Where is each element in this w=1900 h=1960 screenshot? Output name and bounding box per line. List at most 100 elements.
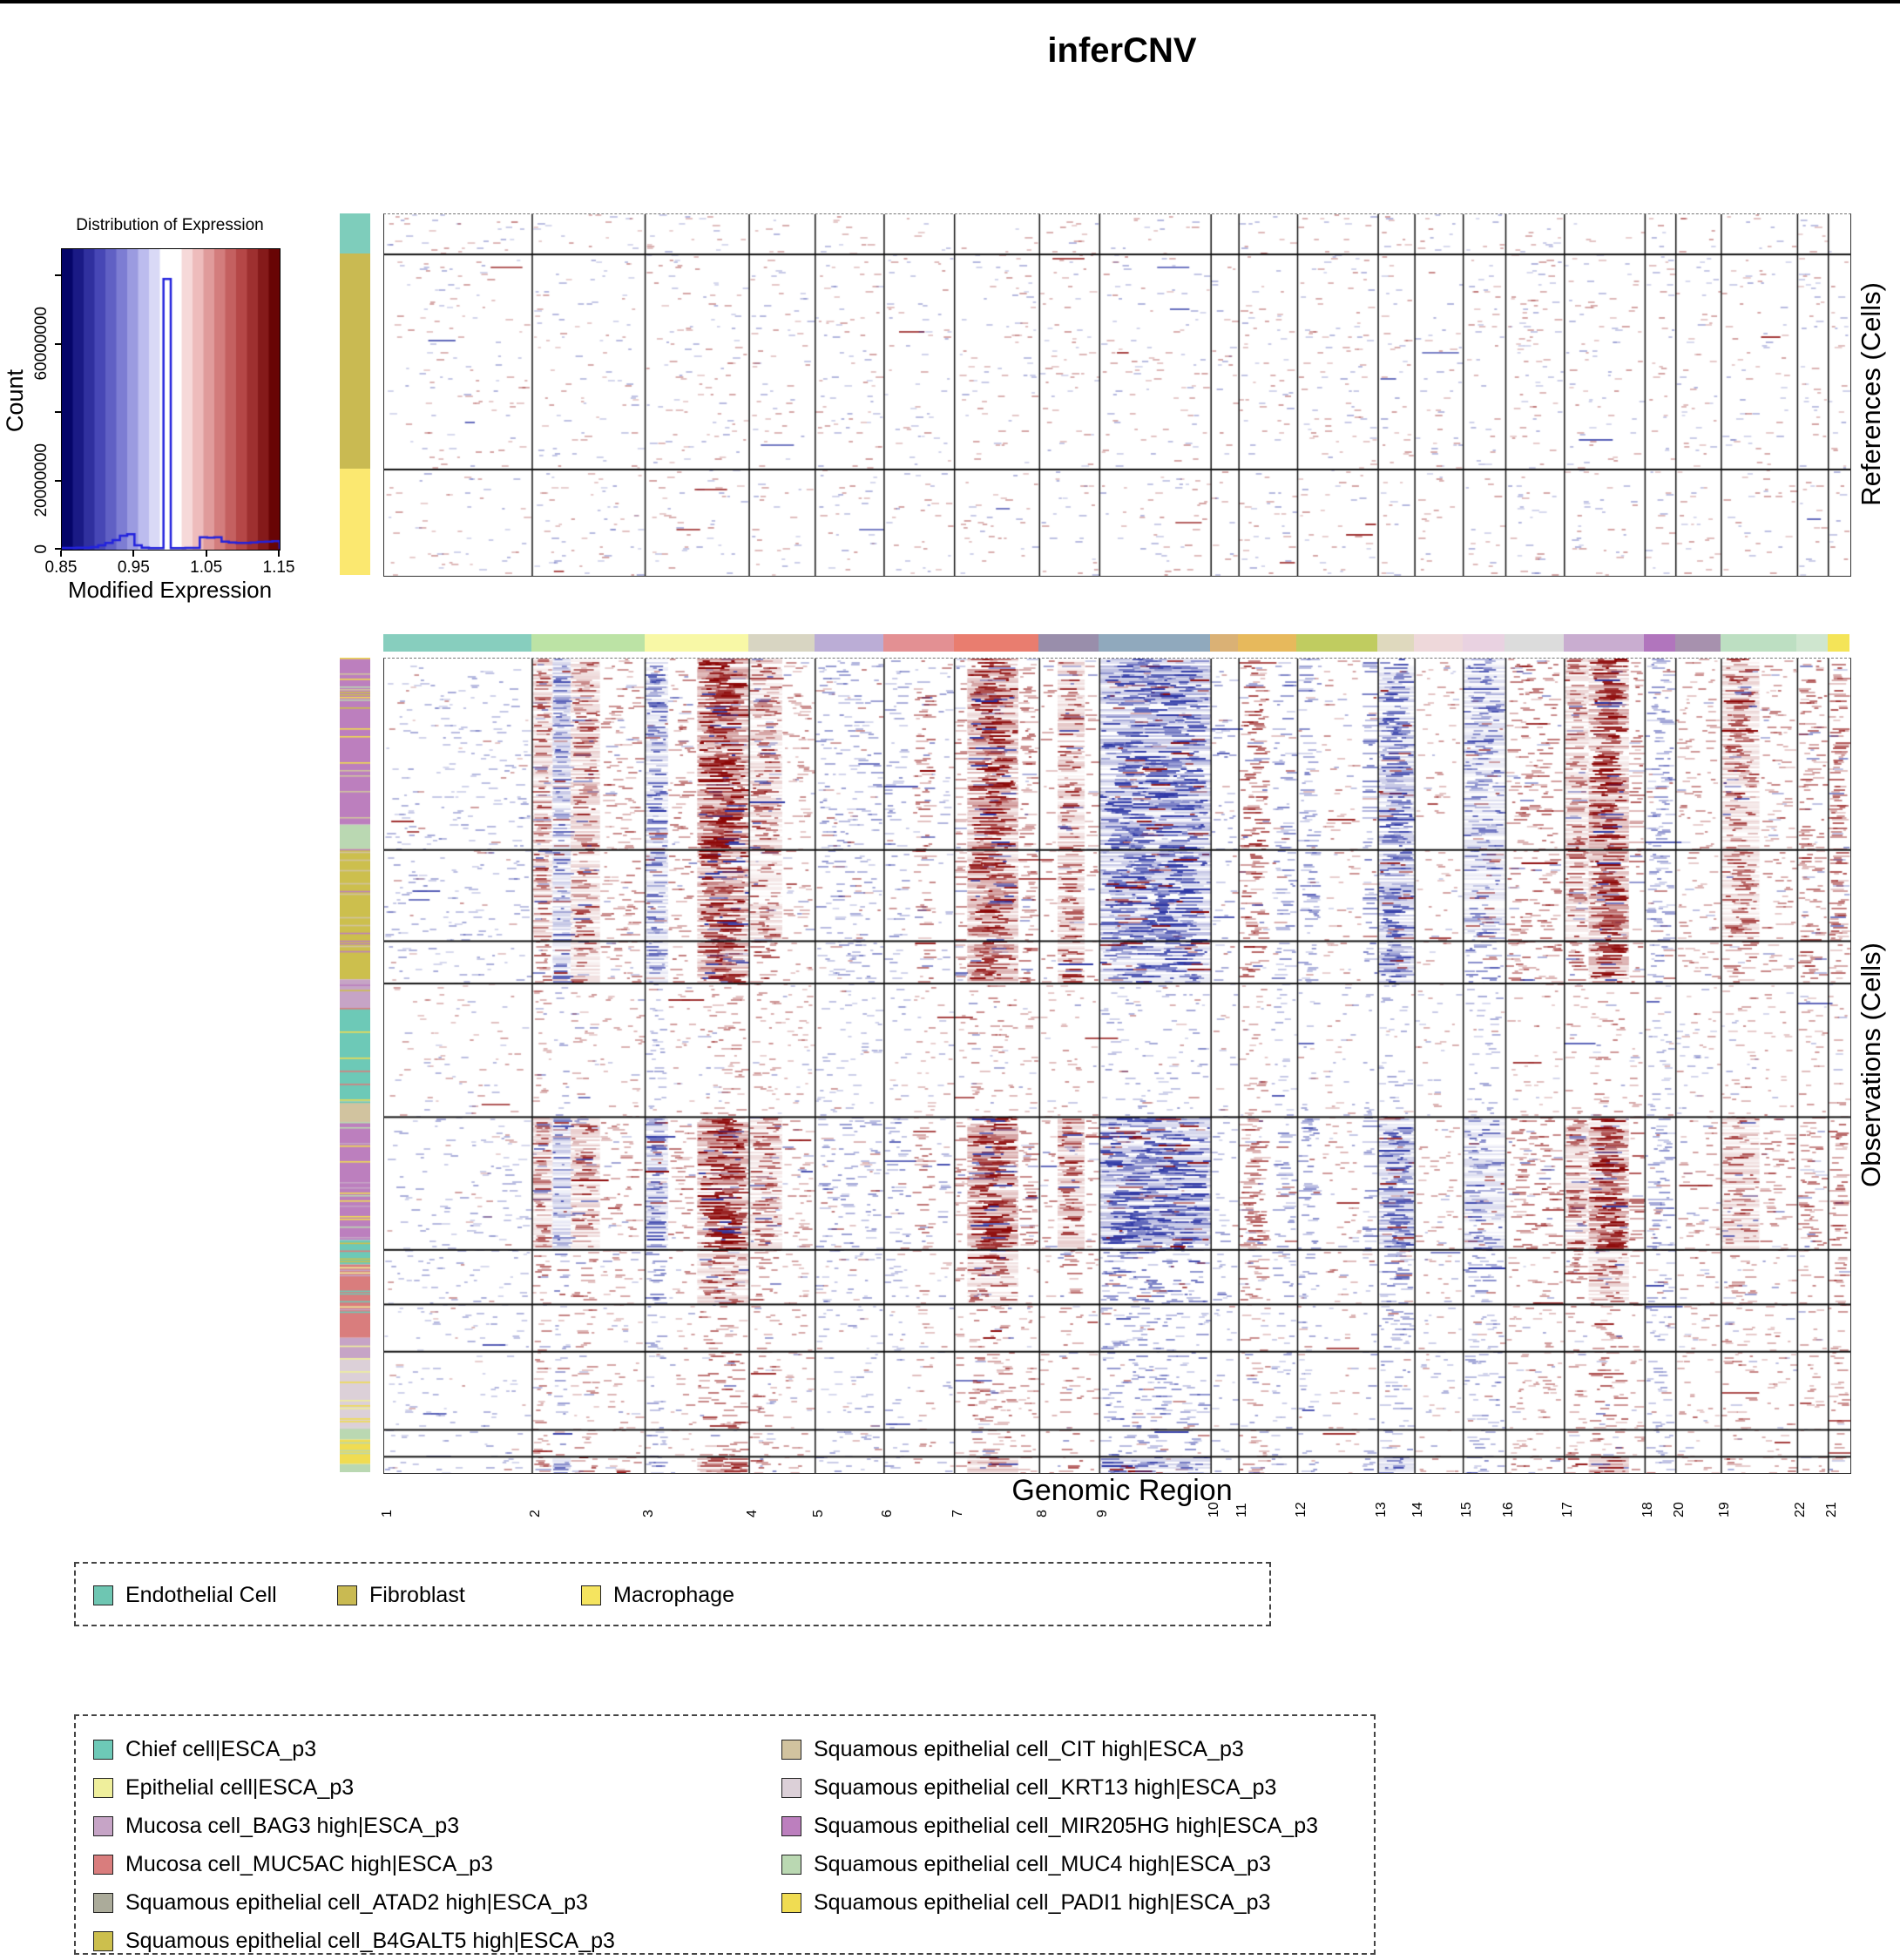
legend-item: Mucosa cell_MUC5AC high|ESCA_p3 bbox=[93, 1852, 615, 1877]
chromosome-bar-segment bbox=[1099, 634, 1211, 652]
legend-item-label: Squamous epithelial cell_B4GALT5 high|ES… bbox=[125, 1929, 615, 1953]
legend-item: Squamous epithelial cell_MUC4 high|ESCA_… bbox=[781, 1852, 1318, 1877]
legend-item: Mucosa cell_BAG3 high|ESCA_p3 bbox=[93, 1814, 615, 1839]
key-ytick-mark bbox=[55, 274, 61, 277]
page-title: inferCNV bbox=[1047, 31, 1197, 70]
legend-item-label: Chief cell|ESCA_p3 bbox=[125, 1737, 317, 1761]
reference-group-band bbox=[340, 213, 370, 254]
legend-item-label: Mucosa cell_BAG3 high|ESCA_p3 bbox=[125, 1814, 460, 1838]
legend-swatch-icon bbox=[781, 1740, 801, 1760]
chromosome-bar-segment bbox=[1210, 634, 1239, 652]
legend-item: Squamous epithelial cell_MIR205HG high|E… bbox=[781, 1814, 1318, 1839]
chromosome-bar-segment bbox=[1827, 634, 1849, 652]
legend-item: Squamous epithelial cell_CIT high|ESCA_p… bbox=[781, 1737, 1318, 1762]
references-group-sidebar bbox=[340, 213, 370, 575]
legend-swatch-icon bbox=[781, 1816, 801, 1836]
key-ytick-text: 60000000 bbox=[32, 307, 51, 381]
legend-swatch-icon bbox=[581, 1585, 601, 1605]
legend-item-label: Squamous epithelial cell_MIR205HG high|E… bbox=[814, 1814, 1319, 1838]
legend-item: Chief cell|ESCA_p3 bbox=[93, 1737, 615, 1762]
legend-item-label: Squamous epithelial cell_PADI1 high|ESCA… bbox=[814, 1890, 1271, 1915]
legend-column: Squamous epithelial cell_CIT high|ESCA_p… bbox=[781, 1737, 1318, 1916]
chromosome-bar-segment bbox=[1720, 634, 1797, 652]
legend-observation-groups: Chief cell|ESCA_p3 Epithelial cell|ESCA_p… bbox=[74, 1714, 1376, 1955]
key-xtick-label: 1.15 bbox=[262, 558, 295, 577]
references-heatmap bbox=[383, 213, 1851, 577]
legend-item: Macrophage bbox=[581, 1583, 734, 1608]
legend-item-label: Endothelial Cell bbox=[125, 1583, 277, 1607]
legend-item: Endothelial Cell bbox=[93, 1583, 277, 1608]
observations-heatmap bbox=[383, 658, 1851, 1474]
color-key-ylabel-text: Count bbox=[2, 368, 28, 433]
key-xtick-label: 1.05 bbox=[190, 558, 223, 577]
color-key-xlabel: Modified Expression bbox=[67, 577, 273, 603]
key-ytick-mark bbox=[55, 411, 61, 414]
genomic-region-label: Genomic Region bbox=[1011, 1474, 1233, 1507]
reference-group-band bbox=[340, 468, 370, 575]
key-xtick-label: 0.85 bbox=[44, 558, 78, 577]
chromosome-bar-segment bbox=[644, 634, 749, 652]
legend-item: Squamous epithelial cell_PADI1 high|ESCA… bbox=[781, 1890, 1318, 1916]
figure-top-border bbox=[0, 0, 1900, 3]
chromosome-bar-segment bbox=[1563, 634, 1645, 652]
reference-group-band bbox=[340, 253, 370, 469]
legend-item-label: Fibroblast bbox=[369, 1583, 465, 1607]
legend-swatch-icon bbox=[337, 1585, 357, 1605]
chromosome-bar-segment bbox=[1038, 634, 1099, 652]
color-key-title: Distribution of Expression bbox=[76, 216, 264, 234]
key-ytick-mark bbox=[55, 342, 61, 345]
key-xtick-mark bbox=[60, 551, 62, 557]
legend-item: Squamous epithelial cell_B4GALT5 high|ES… bbox=[93, 1929, 615, 1954]
legend-swatch-icon bbox=[781, 1778, 801, 1798]
key-ytick-text: 20000000 bbox=[32, 443, 51, 517]
legend-item: Squamous epithelial cell_KRT13 high|ESCA… bbox=[781, 1775, 1318, 1801]
chromosome-bar-segment bbox=[1462, 634, 1505, 652]
chromosome-bar-segment bbox=[814, 634, 883, 652]
observations-axis-label: Observations (Cells) bbox=[1856, 943, 1886, 1187]
key-xtick-mark bbox=[205, 551, 207, 557]
chromosome-bar-segment bbox=[1296, 634, 1377, 652]
legend-item: Fibroblast bbox=[337, 1583, 465, 1608]
legend-swatch-icon bbox=[93, 1778, 113, 1798]
key-ytick-mark bbox=[55, 479, 61, 482]
legend-item: Squamous epithelial cell_ATAD2 high|ESCA… bbox=[93, 1890, 615, 1916]
color-key-histogram bbox=[61, 248, 281, 551]
legend-item-label: Epithelial cell|ESCA_p3 bbox=[125, 1775, 355, 1800]
legend-item-label: Mucosa cell_MUC5AC high|ESCA_p3 bbox=[125, 1852, 493, 1876]
chromosome-bar-segment bbox=[1674, 634, 1721, 652]
key-xtick-mark bbox=[132, 551, 135, 557]
chromosome-color-bar bbox=[383, 634, 1849, 652]
chromosome-bar-segment bbox=[383, 634, 531, 652]
references-axis-label: References (Cells) bbox=[1856, 282, 1886, 506]
color-key-ylabel: Count bbox=[2, 296, 29, 505]
legend-swatch-icon bbox=[93, 1931, 113, 1951]
key-xtick-label: 0.95 bbox=[117, 558, 150, 577]
legend-item-label: Squamous epithelial cell_CIT high|ESCA_p… bbox=[814, 1737, 1244, 1761]
chromosome-bar-segment bbox=[531, 634, 645, 652]
legend-item-label: Squamous epithelial cell_MUC4 high|ESCA_… bbox=[814, 1852, 1271, 1876]
chromosome-bar-segment bbox=[748, 634, 815, 652]
legend-column: Chief cell|ESCA_p3 Epithelial cell|ESCA_p… bbox=[93, 1737, 615, 1954]
legend-reference-groups: Endothelial Cell Fibroblast Macrophage bbox=[74, 1562, 1271, 1626]
chromosome-bar-segment bbox=[1644, 634, 1675, 652]
legend-item: Epithelial cell|ESCA_p3 bbox=[93, 1775, 615, 1801]
observations-group-sidebar bbox=[340, 658, 370, 1472]
key-ytick-label: 60000000 bbox=[31, 274, 52, 414]
chromosome-bar-segment bbox=[1504, 634, 1564, 652]
chromosome-bar-segment bbox=[1377, 634, 1415, 652]
legend-swatch-icon bbox=[93, 1893, 113, 1913]
legend-item-label: Squamous epithelial cell_ATAD2 high|ESCA… bbox=[125, 1890, 588, 1915]
legend-swatch-icon bbox=[93, 1816, 113, 1836]
legend-swatch-icon bbox=[781, 1855, 801, 1875]
key-ytick-label: 20000000 bbox=[31, 411, 52, 551]
chromosome-bar-segment bbox=[882, 634, 954, 652]
chromosome-bar-segment bbox=[1238, 634, 1297, 652]
key-xtick-mark bbox=[278, 551, 280, 557]
legend-swatch-icon bbox=[781, 1893, 801, 1913]
chromosome-bar-segment bbox=[1414, 634, 1463, 652]
legend-swatch-icon bbox=[93, 1585, 113, 1605]
legend-swatch-icon bbox=[93, 1740, 113, 1760]
chromosome-bar-segment bbox=[953, 634, 1039, 652]
key-ytick-mark bbox=[55, 548, 61, 550]
chromosome-bar-segment bbox=[1796, 634, 1828, 652]
